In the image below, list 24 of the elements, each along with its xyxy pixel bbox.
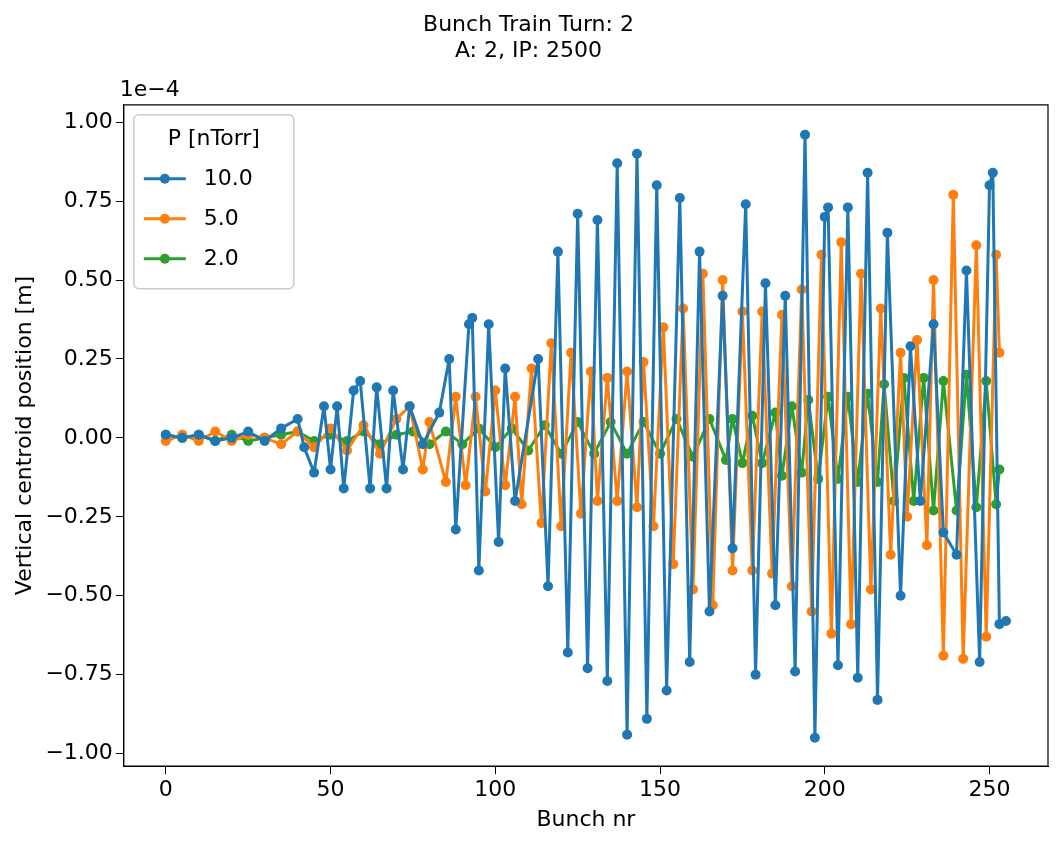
x-tick-label: 0: [158, 776, 173, 802]
x-axis-title: Bunch nr: [536, 805, 637, 831]
y-tick-label: −1.00: [45, 739, 113, 765]
x-tick-label: 50: [316, 776, 345, 802]
x-tick-label: 250: [968, 776, 1011, 802]
chart-title: Bunch Train Turn: 2: [423, 10, 634, 36]
x-tick-label: 150: [639, 776, 682, 802]
legend-label: 10.0: [203, 164, 253, 190]
y-tick-label: 1.00: [63, 107, 113, 133]
legend-title: P [nTorr]: [167, 124, 260, 150]
y-tick-label: 0.50: [63, 265, 113, 291]
legend-label: 2.0: [203, 244, 239, 270]
y-tick-label: −0.75: [45, 660, 113, 686]
x-tick-label: 200: [803, 776, 846, 802]
y-tick-label: −0.50: [45, 581, 113, 607]
y-tick-label: −0.25: [45, 502, 113, 528]
y-axis-title: Vertical centroid position [m]: [10, 275, 36, 596]
legend-label: 5.0: [203, 204, 239, 230]
x-tick-label: 100: [474, 776, 517, 802]
chart-subtitle: A: 2, IP: 2500: [454, 37, 603, 63]
y-tick-label: 0.25: [63, 344, 113, 370]
y-tick-label: 0.00: [63, 423, 113, 449]
text: 1e−4: [119, 75, 180, 101]
y-tick-label: 0.75: [63, 186, 113, 212]
